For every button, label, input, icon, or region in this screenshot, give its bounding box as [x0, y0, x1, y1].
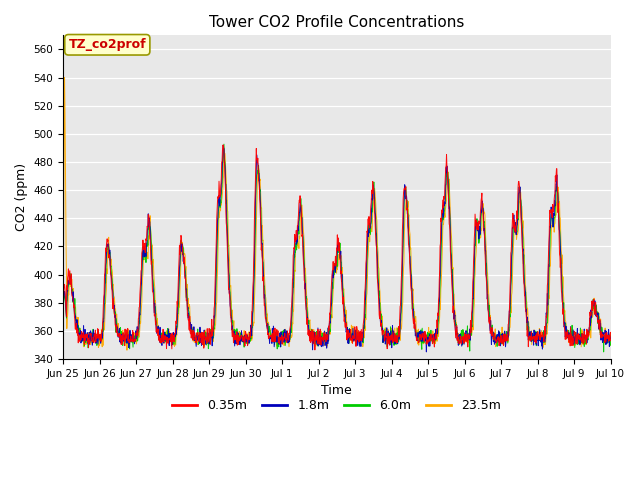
Title: Tower CO2 Profile Concentrations: Tower CO2 Profile Concentrations	[209, 15, 465, 30]
X-axis label: Time: Time	[321, 384, 352, 397]
Y-axis label: CO2 (ppm): CO2 (ppm)	[15, 163, 28, 231]
Text: TZ_co2prof: TZ_co2prof	[68, 38, 146, 51]
Legend: 0.35m, 1.8m, 6.0m, 23.5m: 0.35m, 1.8m, 6.0m, 23.5m	[167, 395, 506, 418]
